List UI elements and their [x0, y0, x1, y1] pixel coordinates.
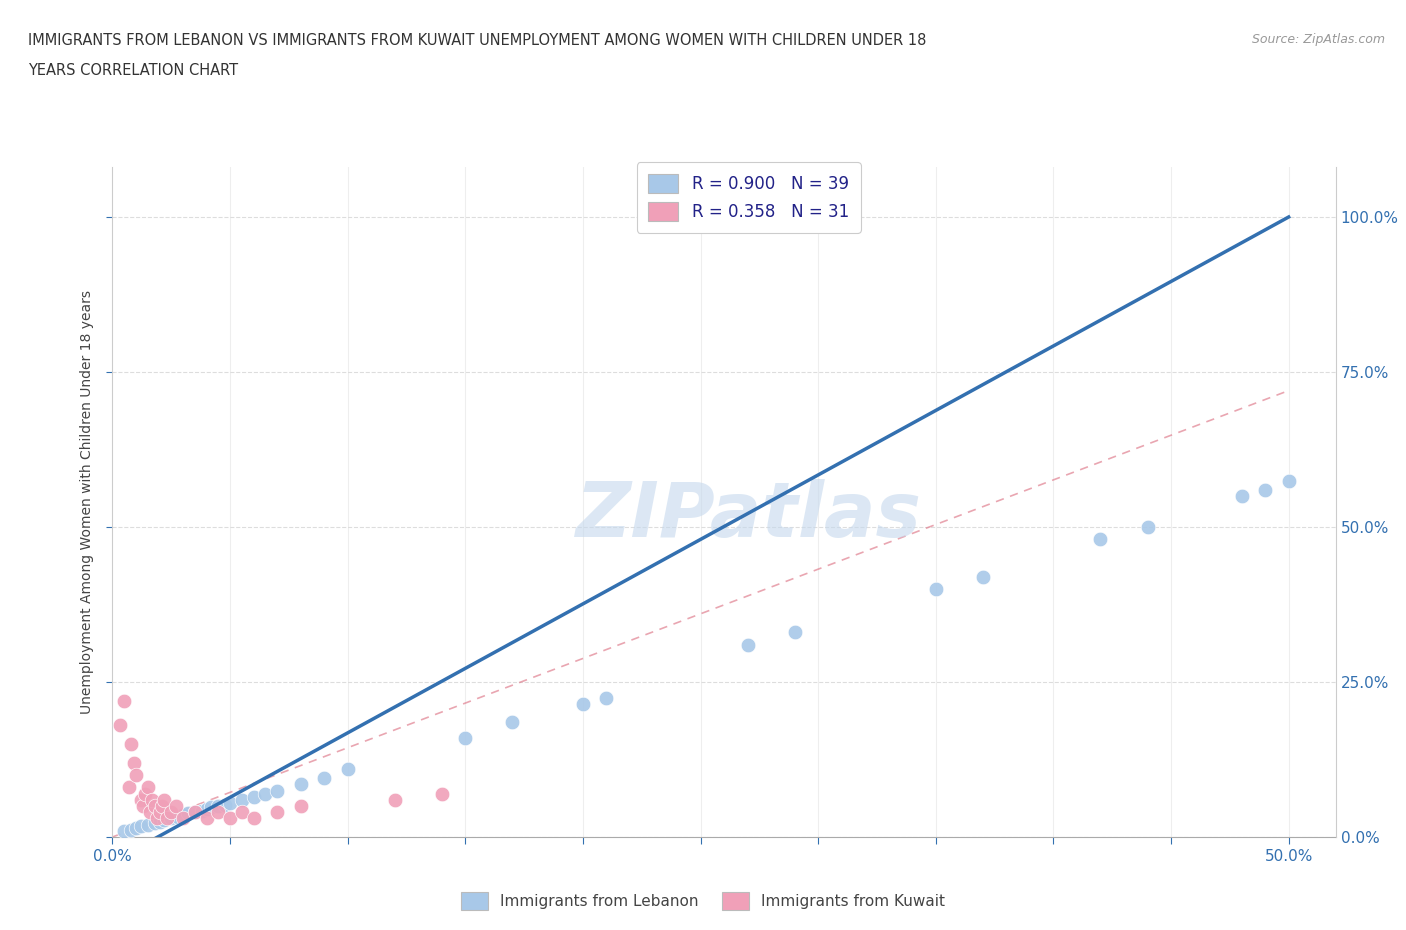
Point	[207, 804, 229, 819]
Point	[160, 811, 183, 826]
Point	[112, 693, 135, 708]
Point	[195, 811, 218, 826]
Point	[143, 816, 166, 830]
Point	[153, 792, 176, 807]
Point	[120, 822, 142, 837]
Point	[150, 799, 173, 814]
Point	[184, 804, 207, 819]
Point	[430, 786, 453, 801]
Point	[572, 697, 595, 711]
Text: YEARS CORRELATION CHART: YEARS CORRELATION CHART	[28, 63, 238, 78]
Point	[120, 737, 142, 751]
Point	[172, 811, 194, 826]
Point	[165, 799, 187, 814]
Point	[184, 804, 207, 819]
Point	[314, 771, 336, 786]
Point	[108, 718, 131, 733]
Point	[336, 762, 359, 777]
Point	[1090, 532, 1112, 547]
Point	[146, 811, 169, 826]
Point	[207, 799, 229, 814]
Point	[737, 637, 759, 652]
Point	[153, 812, 176, 827]
Point	[1230, 488, 1253, 503]
Point	[384, 792, 406, 807]
Point	[219, 795, 242, 810]
Point	[172, 808, 194, 823]
Text: Source: ZipAtlas.com: Source: ZipAtlas.com	[1251, 33, 1385, 46]
Point	[254, 786, 277, 801]
Point	[595, 690, 617, 705]
Point	[266, 783, 288, 798]
Point	[231, 792, 253, 807]
Point	[214, 797, 236, 812]
Point	[972, 569, 994, 584]
Point	[290, 799, 312, 814]
Point	[1278, 473, 1301, 488]
Point	[454, 730, 477, 745]
Point	[148, 814, 170, 829]
Point	[139, 804, 162, 819]
Point	[125, 767, 148, 782]
Point	[112, 823, 135, 838]
Point	[129, 818, 152, 833]
Point	[134, 786, 156, 801]
Point	[141, 792, 163, 807]
Point	[783, 625, 806, 640]
Point	[136, 780, 159, 795]
Point	[1254, 483, 1277, 498]
Y-axis label: Unemployment Among Women with Children Under 18 years: Unemployment Among Women with Children U…	[80, 290, 94, 714]
Point	[1136, 520, 1159, 535]
Point	[122, 755, 145, 770]
Point	[231, 804, 253, 819]
Point	[129, 792, 152, 807]
Point	[219, 811, 242, 826]
Point	[136, 817, 159, 832]
Point	[191, 804, 214, 818]
Point	[155, 811, 177, 826]
Point	[132, 799, 155, 814]
Point	[143, 799, 166, 814]
Point	[148, 804, 170, 819]
Point	[118, 780, 141, 795]
Point	[177, 806, 200, 821]
Point	[195, 802, 218, 817]
Point	[125, 820, 148, 835]
Point	[160, 804, 183, 819]
Legend: Immigrants from Lebanon, Immigrants from Kuwait: Immigrants from Lebanon, Immigrants from…	[453, 884, 953, 918]
Point	[925, 581, 948, 596]
Point	[242, 790, 264, 804]
Point	[501, 715, 523, 730]
Text: ZIPatlas: ZIPatlas	[575, 479, 921, 552]
Point	[200, 800, 222, 815]
Point	[290, 777, 312, 791]
Point	[242, 811, 264, 826]
Legend: R = 0.900   N = 39, R = 0.358   N = 31: R = 0.900 N = 39, R = 0.358 N = 31	[637, 163, 860, 232]
Text: IMMIGRANTS FROM LEBANON VS IMMIGRANTS FROM KUWAIT UNEMPLOYMENT AMONG WOMEN WITH : IMMIGRANTS FROM LEBANON VS IMMIGRANTS FR…	[28, 33, 927, 47]
Point	[167, 810, 190, 825]
Point	[266, 804, 288, 819]
